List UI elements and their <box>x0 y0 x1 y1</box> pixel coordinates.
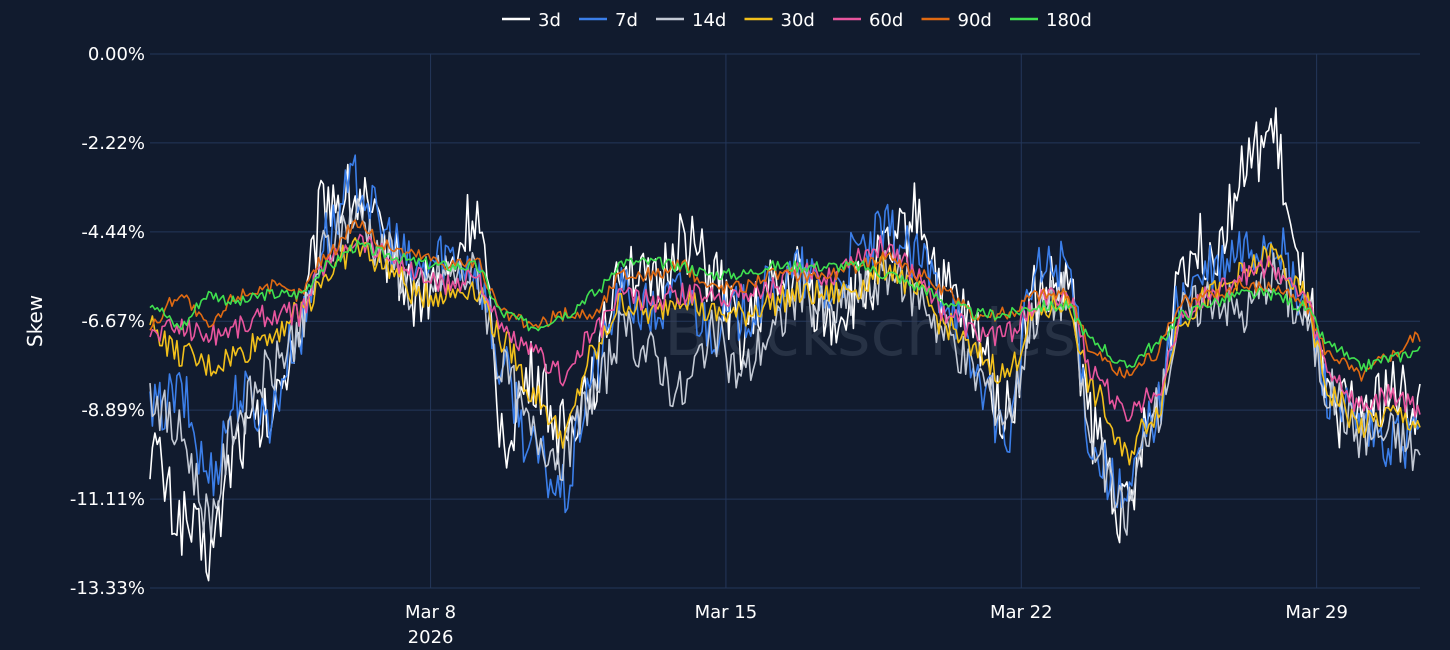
legend-label-3d: 3d <box>538 10 561 31</box>
legend-label-60d: 60d <box>869 10 903 31</box>
legend-label-14d: 14d <box>692 10 726 31</box>
legend-label-90d: 90d <box>958 10 992 31</box>
x-tick-sublabel: 2026 <box>408 627 454 648</box>
y-tick-label: -4.44% <box>81 222 145 243</box>
legend-label-30d: 30d <box>781 10 815 31</box>
y-axis-title: Skew <box>23 295 47 347</box>
y-tick-label: -6.67% <box>81 311 145 332</box>
y-tick-label: -8.89% <box>81 400 145 421</box>
x-tick-label: Mar 8 <box>405 602 456 623</box>
x-tick-label: Mar 15 <box>695 602 758 623</box>
x-tick-label: Mar 29 <box>1285 602 1348 623</box>
y-tick-label: 0.00% <box>88 44 145 65</box>
legend: 3d 7d 14d 30d 60d 90d 180d <box>502 10 1092 31</box>
y-axis-ticks: 0.00% -2.22% -4.44% -6.67% -8.89% -11.11% -13.… <box>70 44 145 599</box>
y-tick-label: -11.11% <box>70 489 145 510</box>
x-axis-ticks: Mar 8 2026 Mar 15 Mar 22 Mar 29 <box>405 602 1348 648</box>
legend-label-7d: 7d <box>615 10 638 31</box>
y-tick-label: -13.33% <box>70 578 145 599</box>
y-tick-label: -2.22% <box>81 133 145 154</box>
legend-label-180d: 180d <box>1046 10 1092 31</box>
skew-line-chart: Blockscholes 0.00%-2.22%-4.44%-6.67%-8.8… <box>0 0 1450 650</box>
x-tick-label: Mar 22 <box>990 602 1053 623</box>
